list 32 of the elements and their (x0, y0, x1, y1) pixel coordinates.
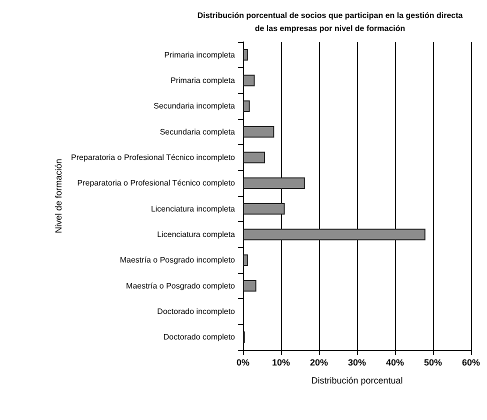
chart-title: Distribución porcentual de socios que participan en la gestión directa de las empresas por nivel de formación (197, 11, 464, 33)
y-tick-label: Secundaria completa (160, 127, 236, 136)
x-tick-label: 30% (348, 358, 366, 368)
bar (243, 49, 248, 61)
x-tick-label: 50% (424, 358, 442, 368)
bar (243, 74, 255, 86)
x-axis-title: Distribución porcentual (311, 376, 403, 386)
y-tick-label: Doctorado completo (163, 332, 236, 342)
y-tick-label: Licenciatura completa (157, 230, 236, 239)
x-tick-label: 0% (236, 358, 250, 368)
x-tick-label: 60% (462, 358, 480, 368)
y-tick-label: Preparatoria o Profesional Técnico incompleto (71, 153, 236, 162)
x-tick-label: 20% (310, 358, 328, 368)
bar (243, 177, 305, 189)
y-axis-title: Nivel de formación (54, 158, 64, 234)
bar (243, 100, 250, 112)
y-tick-label: Primaria completa (170, 76, 236, 85)
y-tick-label: Licenciatura incompleta (150, 204, 236, 214)
x-tick-label: 10% (272, 358, 290, 368)
bar (243, 228, 426, 240)
bar (243, 254, 248, 266)
y-tick-label: Preparatoria o Profesional Técnico completo (77, 178, 236, 188)
bar (243, 152, 266, 164)
y-tick-label: Primaria incompleta (164, 50, 236, 60)
x-tick-label: 40% (386, 358, 404, 368)
y-tick-label: Doctorado incompleto (157, 307, 236, 316)
y-tick-label: Maestría o Posgrado incompleto (120, 256, 236, 265)
y-tick-label: Maestría o Posgrado completo (126, 281, 236, 290)
bar (243, 203, 285, 215)
bar (243, 280, 256, 292)
bar (243, 126, 274, 138)
y-tick-label: Secundaria incompleta (154, 102, 236, 111)
